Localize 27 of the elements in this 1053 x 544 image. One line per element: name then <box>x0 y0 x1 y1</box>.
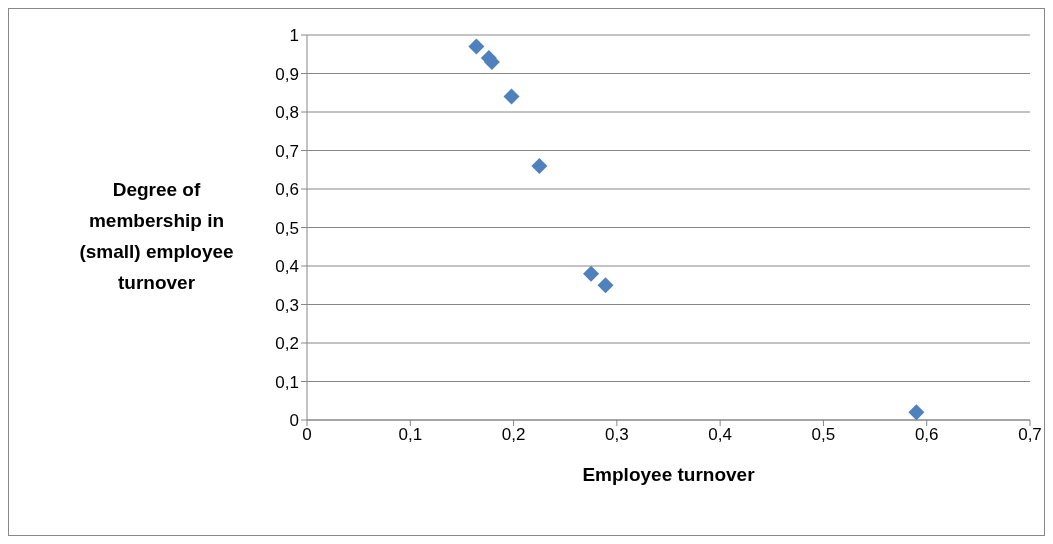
y-axis-title: Degree of membership in (small) employee turnover <box>78 178 235 295</box>
x-tick-label: 0,2 <box>501 425 526 445</box>
x-tick-label: 0,4 <box>708 425 732 445</box>
y-tick-label: 0,2 <box>275 334 299 354</box>
y-tick-label: 0,5 <box>275 218 299 238</box>
point <box>597 277 614 294</box>
point <box>908 404 925 420</box>
x-tick-label: 0,6 <box>914 425 939 445</box>
y-tick-label: 0,9 <box>275 64 299 84</box>
x-tick-label: 0,1 <box>398 425 423 445</box>
point <box>503 88 520 105</box>
point <box>583 265 600 282</box>
point <box>468 38 485 55</box>
x-tick-label: 0 <box>302 425 312 445</box>
point <box>531 157 548 174</box>
y-tick-label: 1 <box>289 26 299 46</box>
x-tick-label: 0,3 <box>605 425 629 445</box>
x-tick-label: 0,5 <box>811 425 836 445</box>
y-tick-label: 0,1 <box>275 372 299 392</box>
y-tick-label: 0,6 <box>275 180 299 200</box>
x-tick-label: 0,7 <box>1018 425 1042 445</box>
y-tick-label: 0,7 <box>275 141 299 161</box>
x-axis-title: Employee turnover <box>582 464 756 485</box>
y-tick-label: 0,3 <box>275 295 299 315</box>
y-tick-label: 0,8 <box>275 103 299 123</box>
y-tick-label: 0,4 <box>275 257 299 277</box>
y-tick-label: 0 <box>289 411 299 431</box>
